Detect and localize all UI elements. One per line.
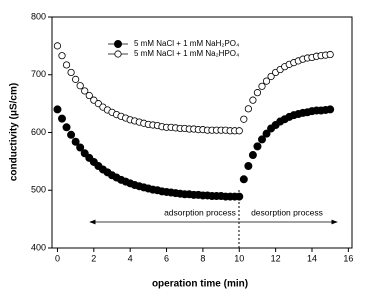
data-point <box>235 192 244 201</box>
data-point <box>81 87 89 95</box>
legend-marker <box>114 40 123 49</box>
y-tick-label: 500 <box>31 185 46 195</box>
x-axis-label: operation time (min) <box>152 279 248 290</box>
annotation: desorption process <box>251 207 323 217</box>
data-point <box>76 82 84 90</box>
annotation: adsorption process <box>164 207 236 217</box>
y-tick-label: 700 <box>31 69 46 79</box>
data-point <box>249 96 257 104</box>
data-point <box>244 105 252 113</box>
data-point <box>67 68 75 77</box>
y-tick-label: 800 <box>31 11 46 21</box>
data-point <box>262 129 271 138</box>
x-tick-label: 6 <box>164 253 169 263</box>
data-point <box>85 91 93 100</box>
data-point <box>76 143 85 152</box>
data-point <box>253 142 262 151</box>
data-point <box>257 135 266 144</box>
data-point <box>58 114 67 123</box>
y-tick-label: 600 <box>31 127 46 137</box>
data-point <box>253 89 262 97</box>
data-point <box>326 105 335 114</box>
data-point <box>248 151 257 160</box>
data-point <box>62 61 71 69</box>
x-tick-label: 16 <box>343 253 353 263</box>
data-point <box>240 115 248 123</box>
y-tick-label: 400 <box>31 242 46 252</box>
data-point <box>262 77 271 85</box>
x-tick-label: 10 <box>234 253 244 263</box>
data-point <box>53 105 62 114</box>
legend-text: 5 mM NaCl + 1 mM Na₂HPO₄ <box>134 49 239 58</box>
x-tick-label: 2 <box>91 253 96 263</box>
data-point <box>244 161 253 170</box>
legend-marker <box>114 50 122 58</box>
x-tick-label: 4 <box>128 253 133 263</box>
x-tick-label: 12 <box>271 253 281 263</box>
data-point <box>72 75 80 83</box>
data-point <box>71 137 80 146</box>
y-axis-label: conductivity (μS/cm) <box>9 83 20 181</box>
data-point <box>62 123 71 132</box>
data-point <box>235 127 243 135</box>
data-point <box>258 82 266 90</box>
data-point <box>267 72 275 81</box>
legend-text: 5 mM NaCl + 1 mM NaH₂PO₄ <box>134 39 239 48</box>
data-point <box>67 130 76 139</box>
data-point <box>239 175 248 184</box>
data-point <box>58 52 66 60</box>
x-tick-label: 8 <box>200 253 205 263</box>
data-point <box>326 50 334 59</box>
data-point <box>53 42 62 50</box>
x-tick-label: 14 <box>307 253 317 263</box>
x-tick-label: 0 <box>55 253 60 263</box>
